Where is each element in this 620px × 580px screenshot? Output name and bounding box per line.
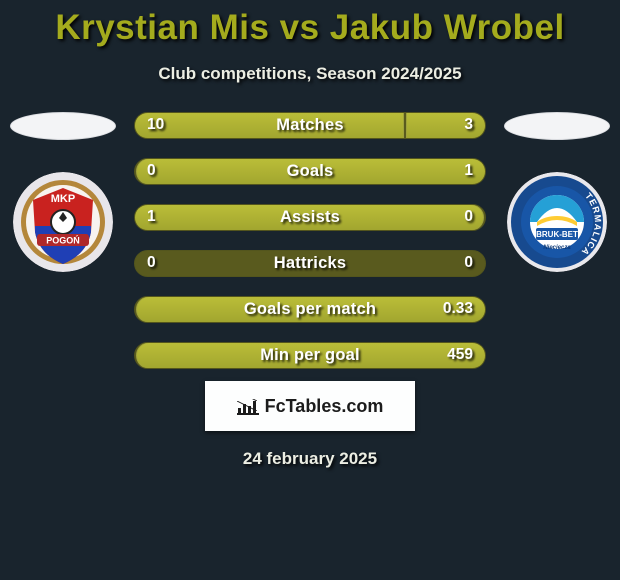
chart-icon (237, 397, 259, 415)
stat-label: Min per goal (135, 346, 485, 365)
player-right-column: TERMALICA BRUK-BET Nieciecza (498, 112, 616, 369)
svg-text:BRUK-BET: BRUK-BET (536, 230, 578, 239)
stat-bar: Hattricks0 0 (134, 250, 486, 277)
club-badge-left-icon: MKP POGOŃ (13, 172, 113, 272)
stat-bar: Goals per match0.33 (134, 296, 486, 323)
player-left-avatar-placeholder (10, 112, 116, 140)
stat-label: Assists (135, 208, 485, 227)
brand-label: FcTables.com (265, 396, 384, 417)
stat-label: Goals (135, 162, 485, 181)
svg-text:POGOŃ: POGOŃ (46, 236, 80, 246)
stat-label: Matches (135, 116, 485, 135)
stats-column: Matches103Goals01Assists10Hattricks00Goa… (122, 112, 498, 369)
stat-value-right: 0 (464, 208, 473, 226)
stat-bar: Min per goal459 (134, 342, 486, 369)
page-title: Krystian Mis vs Jakub Wrobel (0, 0, 620, 48)
stat-value-right: 0.33 (443, 300, 473, 318)
footer-date: 24 february 2025 (0, 449, 620, 469)
comparison-infographic: Krystian Mis vs Jakub Wrobel Club compet… (0, 0, 620, 580)
stat-bar: Matches10 3 (134, 112, 486, 139)
stat-value-right: 1 (464, 162, 473, 180)
player-right-avatar-placeholder (504, 112, 610, 140)
stat-label: Goals per match (135, 300, 485, 319)
stat-label: Hattricks (135, 254, 485, 273)
stat-value-right: 459 (447, 346, 473, 364)
svg-text:Nieciecza: Nieciecza (543, 245, 571, 251)
brand-footer-card: FcTables.com (205, 381, 415, 431)
svg-text:MKP: MKP (51, 193, 75, 205)
stat-value-left: 0 (147, 254, 156, 272)
club-badge-right-icon: TERMALICA BRUK-BET Nieciecza (507, 172, 607, 272)
subtitle: Club competitions, Season 2024/2025 (0, 64, 620, 84)
stat-value-left: 10 (147, 116, 164, 134)
stat-bar: Assists1 0 (134, 204, 486, 231)
player-left-club-badge: MKP POGOŃ (13, 172, 113, 272)
stat-value-right: 0 (464, 254, 473, 272)
stat-value-right: 3 (464, 116, 473, 134)
player-left-column: MKP POGOŃ (4, 112, 122, 369)
stat-value-left: 1 (147, 208, 156, 226)
stat-bar: Goals0 1 (134, 158, 486, 185)
stat-value-left: 0 (147, 162, 156, 180)
player-right-club-badge: TERMALICA BRUK-BET Nieciecza (507, 172, 607, 272)
content-row: MKP POGOŃ Matches103Goals01Assists10Hatt… (0, 112, 620, 369)
